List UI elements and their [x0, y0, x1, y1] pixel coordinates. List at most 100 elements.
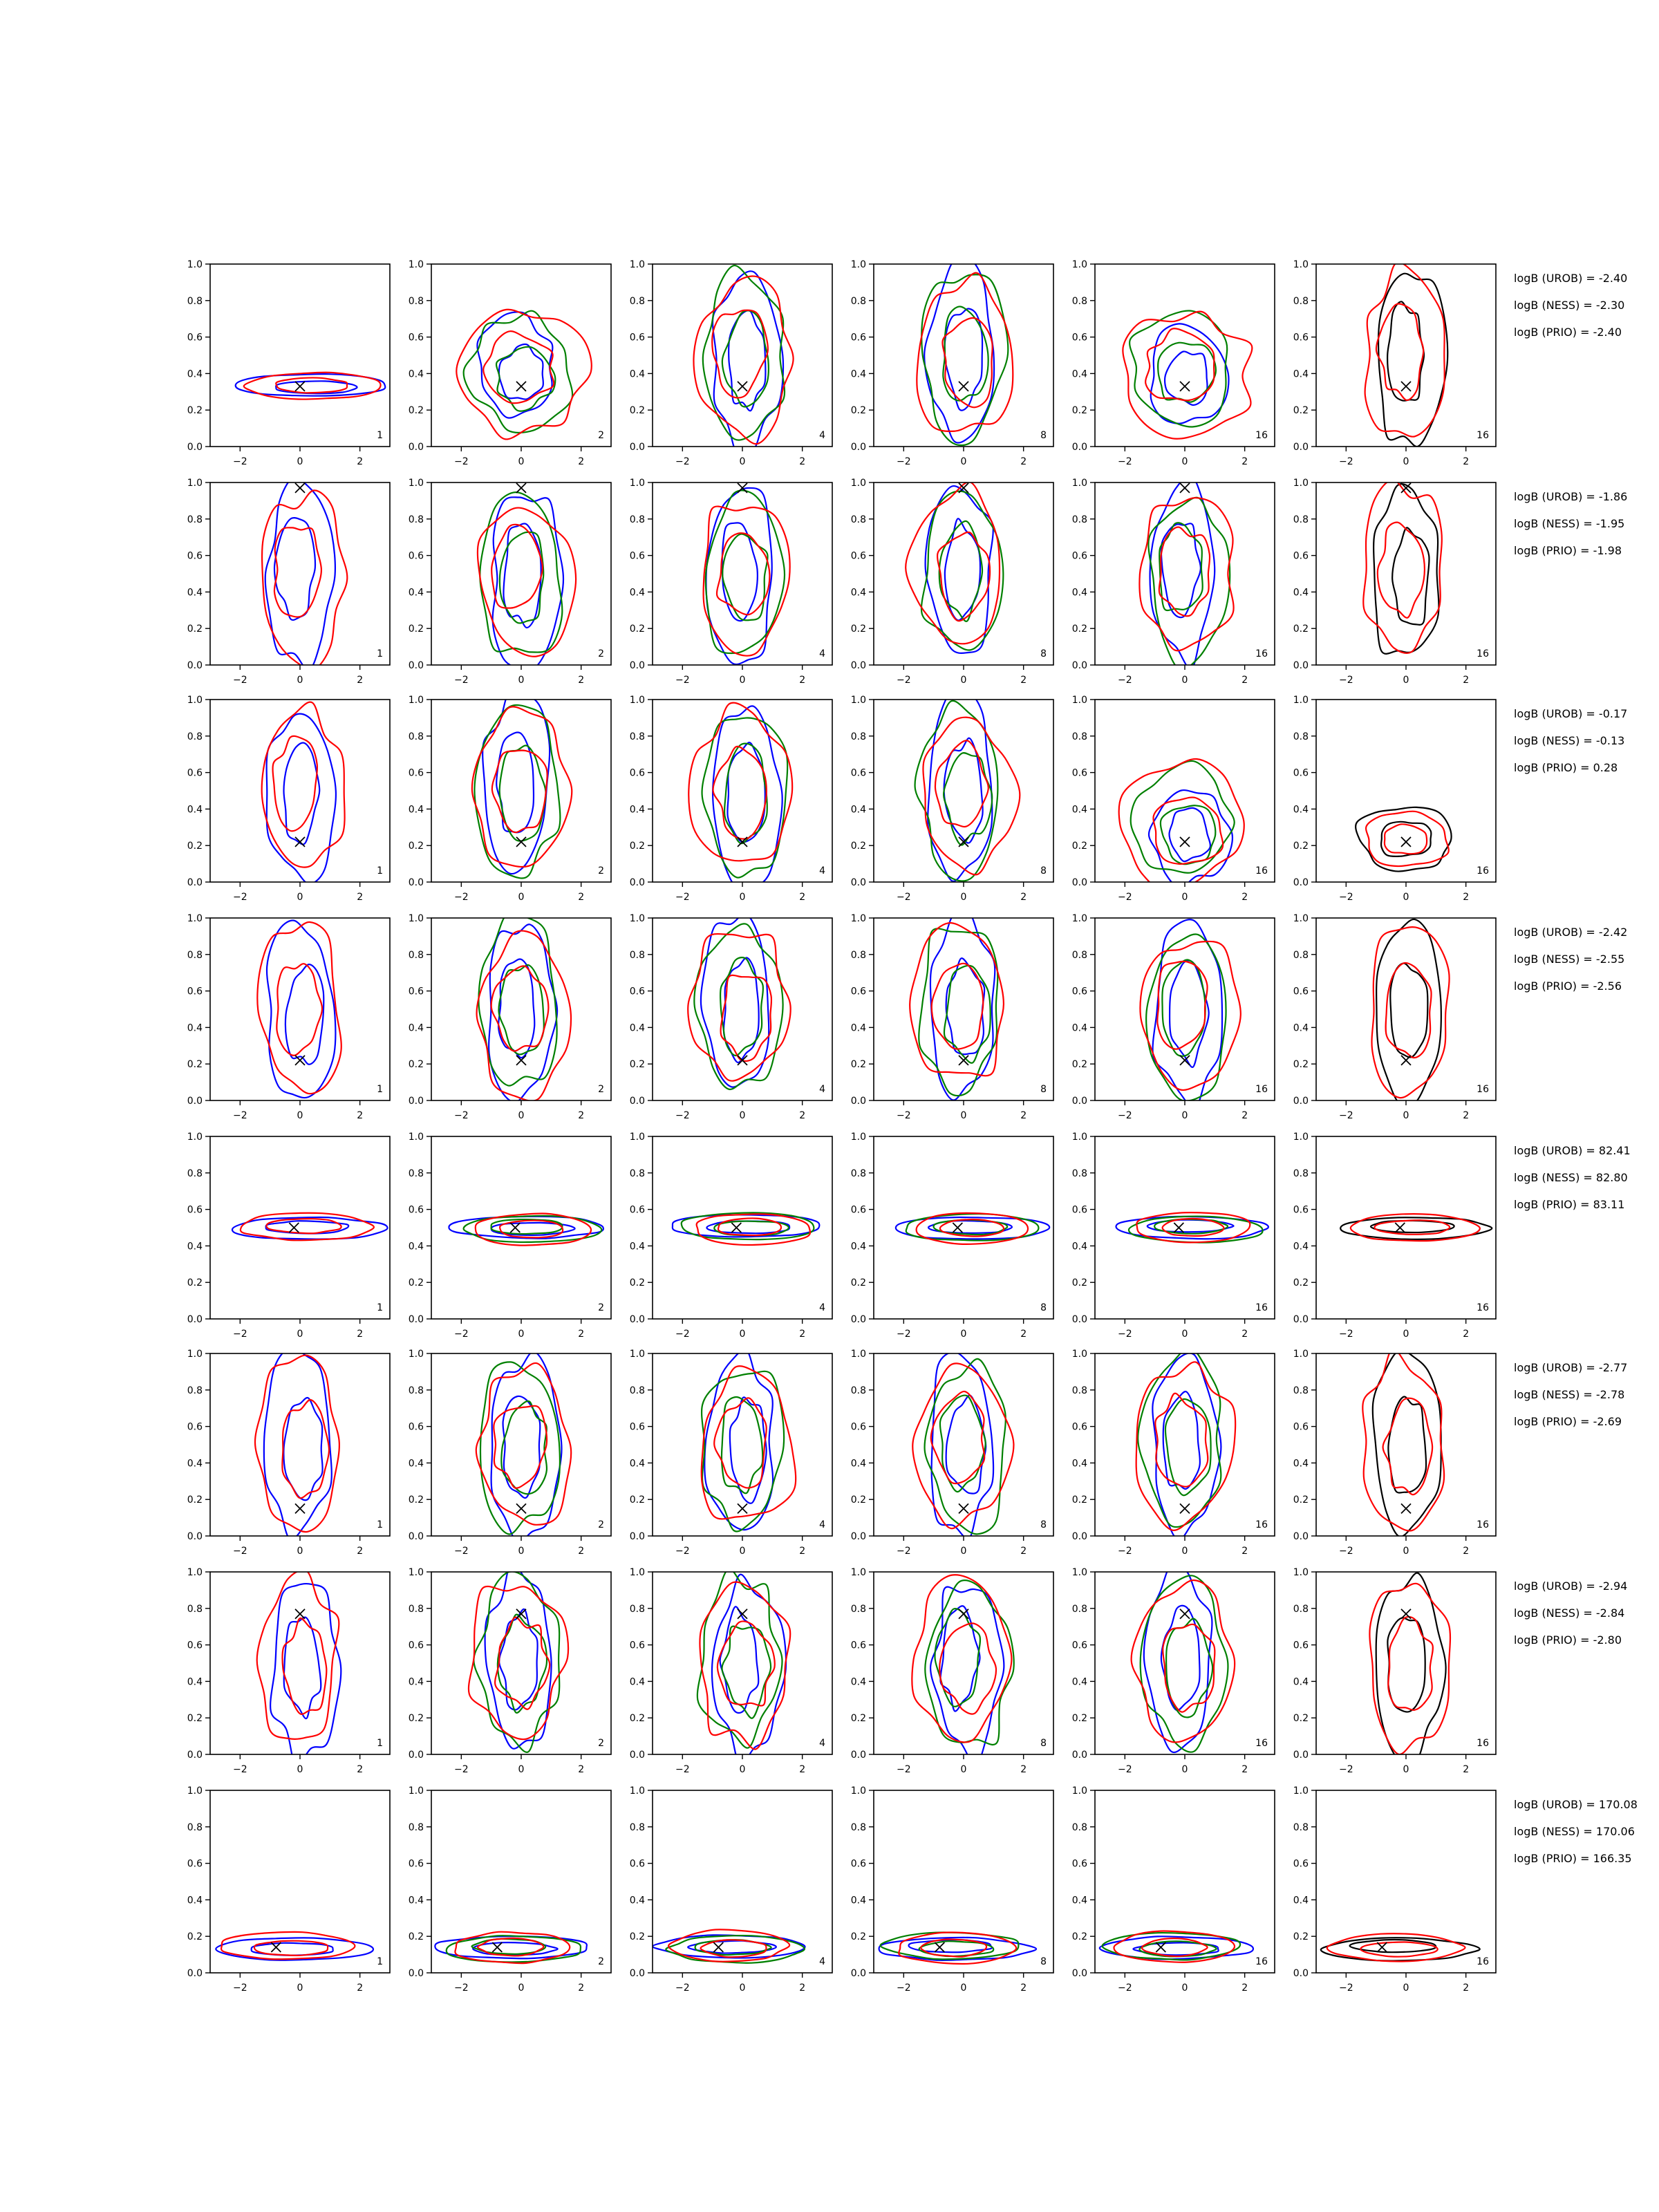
y-tick-label: 0.4: [1293, 587, 1309, 598]
urob-contour-level-2: [265, 1220, 350, 1235]
y-tick-label: 1.0: [1293, 1567, 1309, 1578]
x-tick-label: −2: [1118, 1764, 1132, 1775]
x-tick-label: 0: [518, 1983, 525, 1994]
x-tick-label: 0: [961, 1983, 967, 1994]
y-tick-label: 1.0: [851, 1349, 866, 1360]
single-contour-level-2: [1380, 821, 1432, 858]
logb-prio-row-6: logB (PRIO) = -2.69: [1514, 1415, 1622, 1428]
x-tick-label: 2: [578, 1110, 584, 1121]
x-tick-label: 2: [578, 892, 584, 903]
y-tick-label: 1.0: [187, 1349, 203, 1360]
x-tick-label: 0: [1403, 1329, 1409, 1340]
y-tick-label: 1.0: [187, 1567, 203, 1578]
y-tick-label: 0.8: [409, 514, 424, 525]
x-tick-label: −2: [897, 675, 911, 686]
axes-frame: [209, 1571, 391, 1755]
y-tick-label: 0.2: [187, 405, 203, 416]
truth-marker: [1400, 1055, 1412, 1066]
prio-contour-level-1: [1130, 1579, 1236, 1743]
panel-r1-c1: −2 0 2 0.0 0.2 0.4 0.6 0.8 1.0 1: [187, 259, 391, 467]
logb-prio-row-1: logB (PRIO) = -2.40: [1514, 326, 1622, 339]
x-tick-label: −2: [1118, 1546, 1132, 1557]
urob-contour-level-2: [283, 742, 321, 845]
y-tick-label: 0.4: [1293, 368, 1309, 379]
y-tick-label: 0.0: [851, 877, 866, 888]
prio-contour-level-2: [939, 1622, 997, 1715]
x-tick-label: 0: [1403, 1983, 1409, 1994]
prio-contour-level-1: [1139, 940, 1241, 1091]
y-tick-label: 0.2: [851, 1931, 866, 1942]
logb-ness-row-8: logB (NESS) = 170.06: [1514, 1825, 1635, 1838]
prio-contour-level-1: [1118, 758, 1245, 882]
y-tick-label: 0.6: [851, 1205, 866, 1216]
urob-contour-level-1: [1152, 919, 1224, 1100]
ness-contour-level-2: [720, 1396, 764, 1494]
x-tick-label: −2: [454, 892, 469, 903]
contours: [254, 1353, 340, 1536]
panel-r6-c2: −2 0 2 0.0 0.2 0.4 0.6 0.8 1.0 2: [409, 1349, 612, 1557]
y-tick-label: 0.8: [630, 1822, 645, 1833]
y-tick-label: 0.0: [187, 442, 203, 453]
prio-contour-level-1: [699, 1581, 791, 1750]
x-tick-label: 0: [961, 675, 967, 686]
prio-contour-level-2: [1376, 521, 1426, 619]
panel-label: 4: [819, 1519, 825, 1530]
x-tick-label: 0: [740, 1764, 746, 1775]
ness-contour-level-1: [701, 717, 789, 879]
y-tick-label: 0.0: [1072, 1750, 1087, 1761]
y-tick-label: 0.6: [187, 1640, 203, 1651]
ness-contour-level-2: [934, 1608, 982, 1707]
prio-contour-level-1: [476, 930, 572, 1100]
prio-contour-level-2: [1141, 1938, 1208, 1958]
prio-contour-level-2: [491, 523, 543, 609]
panel-r7-c4: −2 0 2 0.0 0.2 0.4 0.6 0.8 1.0 8: [851, 1567, 1054, 1775]
panel-label: 16: [1477, 1519, 1489, 1530]
logb-prio-row-3: logB (PRIO) = 0.28: [1514, 761, 1618, 774]
panel-r1-c2: −2 0 2 0.0 0.2 0.4 0.6 0.8 1.0 2: [409, 259, 612, 467]
prio-contour-level-1: [700, 1365, 797, 1520]
x-tick-label: −2: [233, 1983, 247, 1994]
prio-contour-level-2: [281, 1617, 328, 1715]
x-tick-label: 2: [357, 675, 363, 686]
urob-contour-level-1: [490, 1353, 563, 1536]
panel-label: 16: [1477, 865, 1489, 877]
y-tick-label: 0.6: [1293, 551, 1309, 562]
x-tick-label: 2: [1241, 456, 1248, 467]
prio-contour-level-1: [916, 272, 1014, 433]
panel-r1-c3: −2 0 2 0.0 0.2 0.4 0.6 0.8 1.0 4: [630, 259, 833, 467]
y-tick-label: 0.8: [187, 1168, 203, 1179]
truth-marker: [737, 381, 748, 392]
y-tick-label: 0.6: [851, 1422, 866, 1433]
y-tick-label: 0.6: [1072, 1640, 1087, 1651]
logb-ness-row-7: logB (NESS) = -2.84: [1514, 1606, 1624, 1620]
x-tick-label: 0: [740, 1110, 746, 1121]
y-tick-label: 0.2: [1293, 1713, 1309, 1724]
x-tick-label: 0: [297, 892, 303, 903]
y-tick-label: 0.0: [187, 1314, 203, 1325]
truth-marker: [958, 482, 969, 494]
y-tick-label: 0.4: [409, 1022, 424, 1033]
urob-contour-level-2: [273, 516, 317, 621]
truth-marker: [516, 482, 527, 494]
x-tick-label: −2: [675, 1546, 690, 1557]
x-tick-label: 0: [518, 1546, 525, 1557]
ness-contour-level-2: [498, 531, 545, 624]
truth-marker: [1400, 1503, 1412, 1515]
panel-r2-c4: −2 0 2 0.0 0.2 0.4 0.6 0.8 1.0 8: [851, 478, 1054, 686]
y-tick-label: 1.0: [187, 1785, 203, 1797]
contours: [1362, 1353, 1445, 1536]
x-tick-label: 2: [799, 1983, 805, 1994]
contours: [912, 1353, 1015, 1536]
y-tick-label: 0.4: [187, 1458, 203, 1469]
y-tick-label: 1.0: [630, 1349, 645, 1360]
x-tick-label: 2: [799, 1110, 805, 1121]
prio-contour-level-2: [1156, 960, 1208, 1050]
urob-contour-level-2: [1163, 350, 1208, 406]
y-tick-label: 0.2: [187, 841, 203, 852]
panel-label: 2: [598, 1519, 604, 1530]
x-tick-label: −2: [454, 1329, 469, 1340]
y-tick-label: 0.8: [851, 1604, 866, 1615]
prio-contour-level-2: [1145, 328, 1215, 402]
y-tick-label: 0.6: [851, 551, 866, 562]
